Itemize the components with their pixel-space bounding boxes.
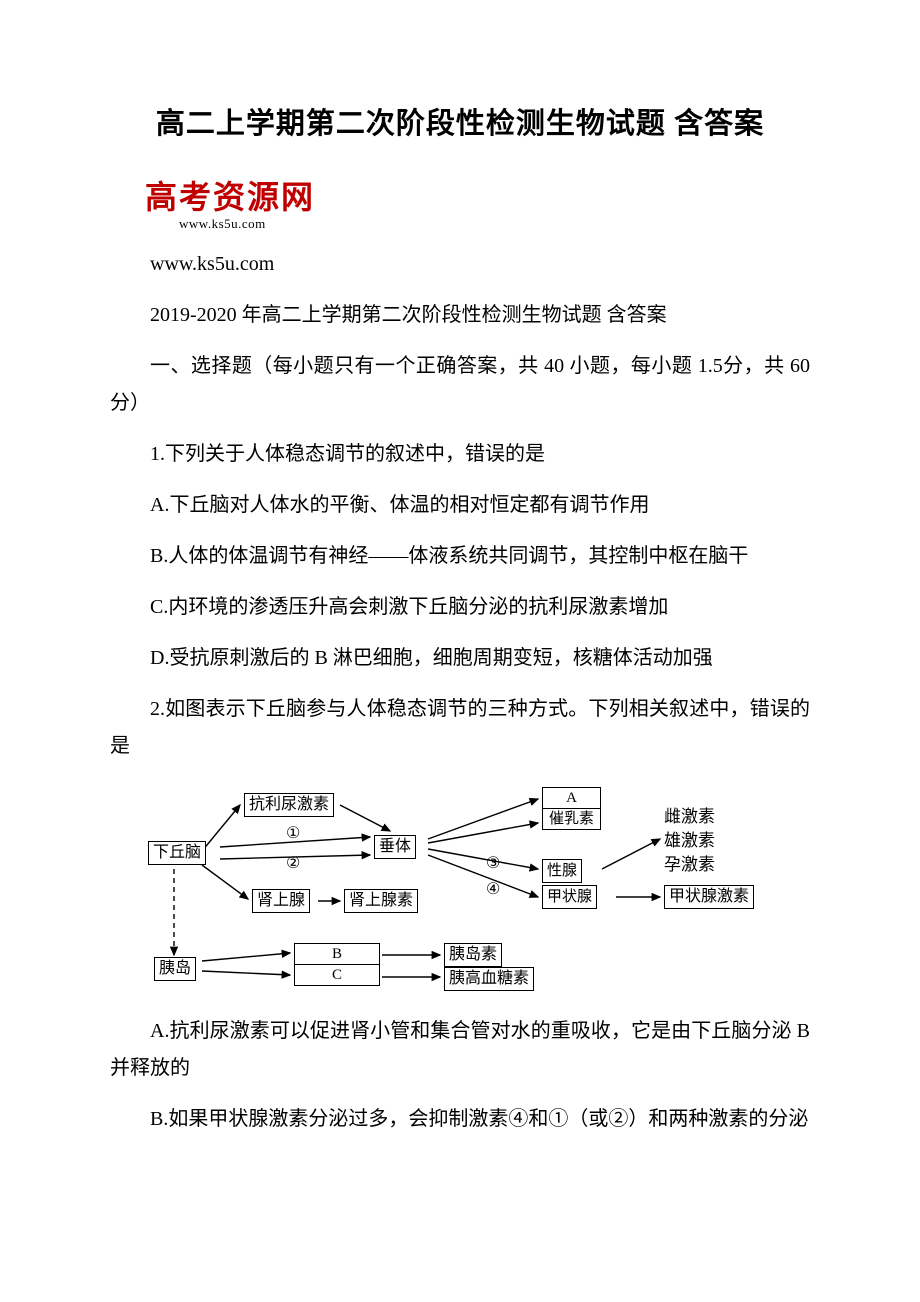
node-glucagon: 胰高血糖素 xyxy=(444,967,534,991)
node-pituitary: 垂体 xyxy=(374,835,416,859)
node-adh: 抗利尿激素 xyxy=(244,793,334,817)
q2-option-a: A.抗利尿激素可以促进肾小管和集合管对水的重吸收，它是由下丘脑分泌 B 并释放的 xyxy=(110,1013,810,1087)
node-c: C xyxy=(295,964,379,985)
node-a: A xyxy=(543,788,600,808)
diagram-container: 下丘脑 抗利尿激素 垂体 肾上腺 肾上腺素 胰岛 A 催乳素 性腺 甲状腺 雌激… xyxy=(110,779,810,999)
node-hypothalamus: 下丘脑 xyxy=(148,841,206,865)
node-thyroid: 甲状腺 xyxy=(542,885,597,909)
site-url: www.ks5u.com xyxy=(110,246,810,283)
text-progest: 孕激素 xyxy=(664,853,715,877)
flowchart-diagram: 下丘脑 抗利尿激素 垂体 肾上腺 肾上腺素 胰岛 A 催乳素 性腺 甲状腺 雌激… xyxy=(140,779,780,999)
text-estrogen: 雌激素 xyxy=(664,805,715,829)
q2-option-b: B.如果甲状腺激素分泌过多，会抑制激素④和①（或②）和两种激素的分泌 xyxy=(110,1101,810,1138)
q1-option-d: D.受抗原刺激后的 B 淋巴细胞，细胞周期变短，核糖体活动加强 xyxy=(110,640,810,677)
node-b: B xyxy=(295,944,379,964)
q1-option-c: C.内环境的渗透压升高会刺激下丘脑分泌的抗利尿激素增加 xyxy=(110,589,810,626)
node-adrenaline: 肾上腺素 xyxy=(344,889,418,913)
logo-text: 高考资源网 xyxy=(145,172,810,218)
node-gonad: 性腺 xyxy=(542,859,582,883)
label-1: ① xyxy=(286,823,300,843)
exam-subtitle: 2019-2020 年高二上学期第二次阶段性检测生物试题 含答案 xyxy=(110,297,810,334)
logo-block: 高考资源网 www.ks5u.com xyxy=(145,172,810,232)
node-prolactin: 催乳素 xyxy=(543,808,600,829)
q1-option-b: B.人体的体温调节有神经——体液系统共同调节，其控制中枢在脑干 xyxy=(110,538,810,575)
section-heading: 一、选择题（每小题只有一个正确答案，共 40 小题，每小题 1.5分，共 60 … xyxy=(110,348,810,422)
text-androgen: 雄激素 xyxy=(664,829,715,853)
label-2: ② xyxy=(286,853,300,873)
label-4: ④ xyxy=(486,879,500,899)
document-title: 高二上学期第二次阶段性检测生物试题 含答案 xyxy=(110,100,810,142)
node-thyroxine: 甲状腺激素 xyxy=(664,885,754,909)
q1-option-a: A.下丘脑对人体水的平衡、体温的相对恒定都有调节作用 xyxy=(110,487,810,524)
logo-url: www.ks5u.com xyxy=(179,216,810,232)
node-a-prolactin: A 催乳素 xyxy=(542,787,601,830)
q1-stem: 1.下列关于人体稳态调节的叙述中，错误的是 xyxy=(110,436,810,473)
node-islet: 胰岛 xyxy=(154,957,196,981)
node-insulin: 胰岛素 xyxy=(444,943,502,967)
q2-stem: 2.如图表示下丘脑参与人体稳态调节的三种方式。下列相关叙述中，错误的是 xyxy=(110,691,810,765)
label-3: ③ xyxy=(486,853,500,873)
node-adrenal: 肾上腺 xyxy=(252,889,310,913)
node-bc: B C xyxy=(294,943,380,986)
gonad-hormone-list: 雌激素 雄激素 孕激素 xyxy=(664,805,715,877)
